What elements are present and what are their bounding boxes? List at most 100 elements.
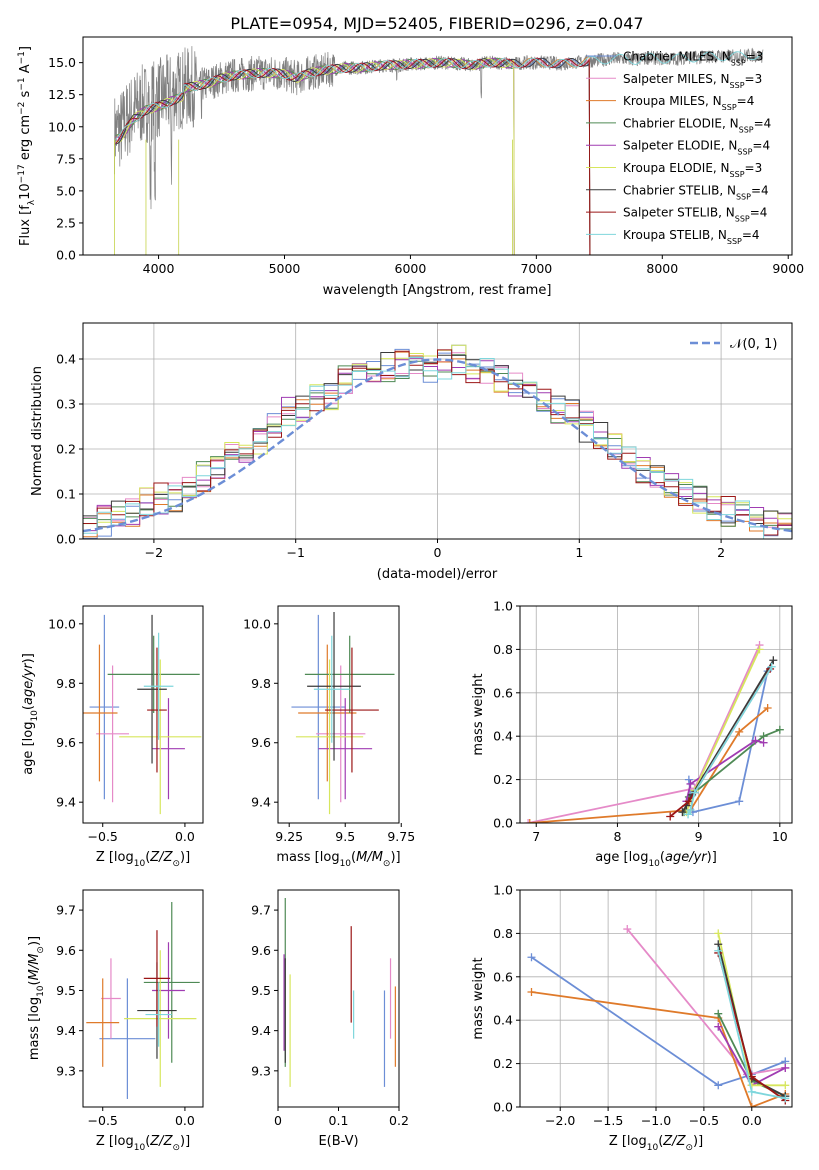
y-tick-label: 9.6 (251, 943, 271, 958)
axis-label-part: ⊙ (36, 946, 46, 954)
legend-label-part: =4 (742, 228, 760, 242)
legend-label-part: SSP (727, 236, 742, 245)
y-tick-label: 1.0 (493, 883, 513, 898)
y-tick-label: 15.0 (48, 55, 76, 70)
x-tick-label: 5000 (269, 261, 301, 276)
data-point-marker (735, 727, 744, 736)
x-axis-label: wavelength [Angstrom, rest frame] (323, 283, 552, 298)
data-point-marker (623, 925, 632, 934)
data-point-marker (775, 725, 784, 734)
legend-label-part: =3 (745, 161, 763, 175)
data-point-marker (735, 797, 744, 806)
residual-histogram-panel: −2 −1 0 1 2 0.0 0.1 0.2 0.3 0.4 𝒩(0, 1) (data-model… (30, 322, 793, 582)
histogram-step (83, 357, 792, 539)
data-point-marker (527, 987, 536, 996)
series-line (530, 956, 786, 1087)
x-tick-label: 4000 (143, 261, 175, 276)
x-axis-label: age [log10(age/yr)] (595, 850, 717, 869)
axis-label-part: ( (660, 850, 665, 865)
legend-label-part: Salpeter ELODIE, N (623, 139, 737, 153)
age-vs-mass-panel: 9.25 9.5 9.75 9.4 9.6 9.8 10.0 mass [log10(M/M⊙… (243, 605, 415, 869)
axes-border (519, 605, 793, 824)
series-line (687, 666, 773, 815)
age-vs-metallicity-panel: −0.5 0.09.49.69.810.0Z [log10(Z/Z⊙)]age [… (21, 605, 204, 869)
normal-distribution-curve (83, 358, 792, 533)
axis-label-part: mass [log (276, 850, 339, 865)
x-tick-label: −1.0 (641, 1113, 671, 1128)
legend-label-part: Chabrier MILES, N (623, 50, 731, 64)
y-tick-label: 0.3 (56, 397, 76, 412)
y-axis-label: Flux [fλ10−17 erg cm−2 s−1 A−1] (17, 46, 37, 246)
data-point-marker (751, 736, 760, 745)
axes-border (277, 889, 400, 1108)
x-tick-label: 9000 (772, 261, 804, 276)
y-tick-label: 9.7 (251, 903, 271, 918)
data-point-marker (714, 1022, 723, 1031)
x-axis-label: E(B-V) (318, 1134, 358, 1149)
x-tick-label: 0.1 (329, 1113, 349, 1128)
x-tick-label: −2.0 (545, 1113, 575, 1128)
data-point-marker (714, 1081, 723, 1090)
x-tick-label: −0.5 (88, 1113, 118, 1128)
legend-label-part: Kroupa STELIB, N (623, 228, 727, 242)
data-point-marker (690, 788, 699, 797)
legend-label-part: SSP (739, 125, 754, 134)
legend-label: Salpeter ELODIE, NSSP=4 (623, 139, 770, 157)
axis-label-part: A (18, 64, 33, 77)
data-point-marker (767, 662, 776, 671)
y-tick-label: 0.6 (493, 685, 513, 700)
axis-label-part: ⊙ (172, 859, 180, 869)
axes-frame: 4000 5000 6000 7000 8000 9000 0.0 2.5 5.0 7.5 10.0… (48, 36, 804, 276)
y-tick-label: 9.3 (251, 1063, 271, 1078)
axis-label-part: age/yr (665, 850, 708, 865)
axis-label-part: )] (707, 850, 717, 865)
legend-label: Chabrier ELODIE, NSSP=4 (623, 116, 771, 133)
series-line (531, 991, 786, 1107)
y-tick-label: 10.0 (48, 616, 76, 631)
x-tick-label: 8 (613, 829, 621, 844)
y-tick-label: 9.7 (56, 903, 76, 918)
x-axis-label: mass [log10(M/M⊙)] (276, 850, 400, 869)
axis-label-part: λ (27, 199, 37, 205)
y-tick-label: 7.5 (56, 151, 76, 166)
axis-label-part: 10 (648, 859, 660, 869)
legend-label-part: =4 (752, 139, 770, 153)
y-tick-label: 9.4 (251, 795, 271, 810)
series-line (685, 739, 764, 802)
axis-label-part: 10 (647, 1143, 659, 1153)
x-tick-label: 8000 (646, 261, 678, 276)
axis-label-part: )] (390, 850, 400, 865)
axis-label-part: Flux [f (18, 205, 33, 246)
model-spectrum-line (115, 51, 763, 140)
x-tick-label: −0.5 (689, 1113, 719, 1128)
data-point-marker (686, 805, 695, 814)
axis-label-part: ( (658, 1134, 663, 1149)
x-axis-label: (data-model)/error (377, 567, 498, 582)
data-point-marker (714, 929, 723, 938)
axis-label-part: mass [log (27, 997, 42, 1060)
axis-label-part: 10 (134, 859, 146, 869)
y-tick-label: 0.4 (493, 729, 513, 744)
axis-label-part: Z [log (609, 1134, 647, 1149)
mass-vs-metallicity-panel: −0.5 0.09.39.49.59.69.7Z [log10(Z/Z⊙)]mas… (27, 889, 204, 1153)
axes-border (82, 605, 204, 824)
y-tick-label: 0.0 (493, 816, 513, 831)
plot-area (527, 925, 790, 1107)
data-point-marker (684, 810, 693, 819)
data-point-marker (759, 738, 768, 747)
y-tick-label: 9.5 (56, 983, 76, 998)
axes-frame: 9.25 9.5 9.75 9.4 9.6 9.8 10.0 (243, 605, 415, 844)
axis-label-part: )] (180, 1134, 190, 1149)
y-tick-label: 9.6 (251, 735, 271, 750)
legend-label: Chabrier MILES, NSSP=3 (623, 50, 763, 68)
mass-weight-vs-metallicity-panel: −2.0 −1.5 −1.0 −0.5 0.0 0.0 0.2 0.4 0.6 0.8 1.0 Z [… (471, 883, 793, 1153)
y-tick-label: 12.5 (48, 87, 76, 102)
y-tick-label: 0.4 (493, 1013, 513, 1028)
plot-area (83, 614, 202, 815)
series-line (626, 928, 786, 1076)
y-tick-label: 0.2 (493, 1056, 513, 1071)
y-tick-label: 9.6 (56, 735, 76, 750)
data-point-marker (781, 1063, 790, 1072)
y-tick-label: 0.2 (56, 442, 76, 457)
axis-label-part: ( (21, 705, 36, 710)
